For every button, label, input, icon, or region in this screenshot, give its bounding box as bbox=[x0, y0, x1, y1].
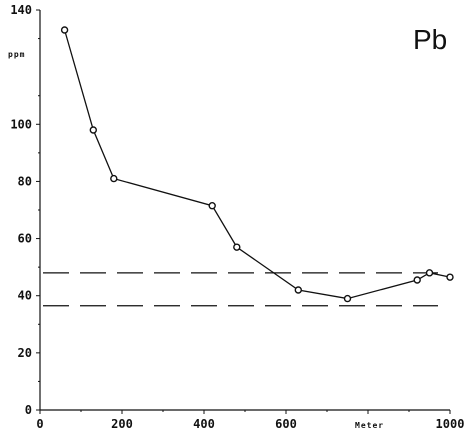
series-line bbox=[63, 29, 451, 300]
data-point bbox=[89, 126, 98, 134]
data-point bbox=[343, 294, 352, 303]
data-point bbox=[60, 26, 69, 34]
y-tick-label: 80 bbox=[18, 174, 32, 188]
data-point bbox=[110, 174, 118, 183]
y-tick-label: 20 bbox=[18, 346, 32, 360]
x-tick-label: 200 bbox=[111, 417, 133, 431]
x-tick-label: 1000 bbox=[436, 417, 465, 431]
reference-lines bbox=[43, 272, 438, 307]
data-point bbox=[294, 286, 302, 294]
x-axis-label: Meter bbox=[355, 421, 384, 430]
x-tick-label: 0 bbox=[36, 417, 43, 431]
y-tick-label: 60 bbox=[18, 232, 32, 246]
axes bbox=[39, 10, 450, 411]
y-tick-label: 100 bbox=[10, 117, 32, 131]
y-axis-label: ppm bbox=[8, 50, 25, 59]
data-point bbox=[413, 276, 421, 284]
y-tick-label: 40 bbox=[18, 289, 32, 303]
data-point bbox=[425, 269, 434, 277]
y-tick-label: 140 bbox=[10, 3, 32, 17]
x-tick-label: 400 bbox=[193, 417, 215, 431]
series bbox=[60, 26, 454, 303]
chart-title: Pb bbox=[413, 24, 447, 55]
y-tick-label: 0 bbox=[25, 403, 32, 417]
ticks: 0 20 40 60 80 100 140 0 200 400 600 1000 bbox=[10, 3, 464, 431]
data-point bbox=[233, 243, 241, 251]
data-point bbox=[446, 273, 454, 281]
data-point bbox=[208, 202, 216, 210]
x-tick-label: 600 bbox=[275, 417, 297, 431]
